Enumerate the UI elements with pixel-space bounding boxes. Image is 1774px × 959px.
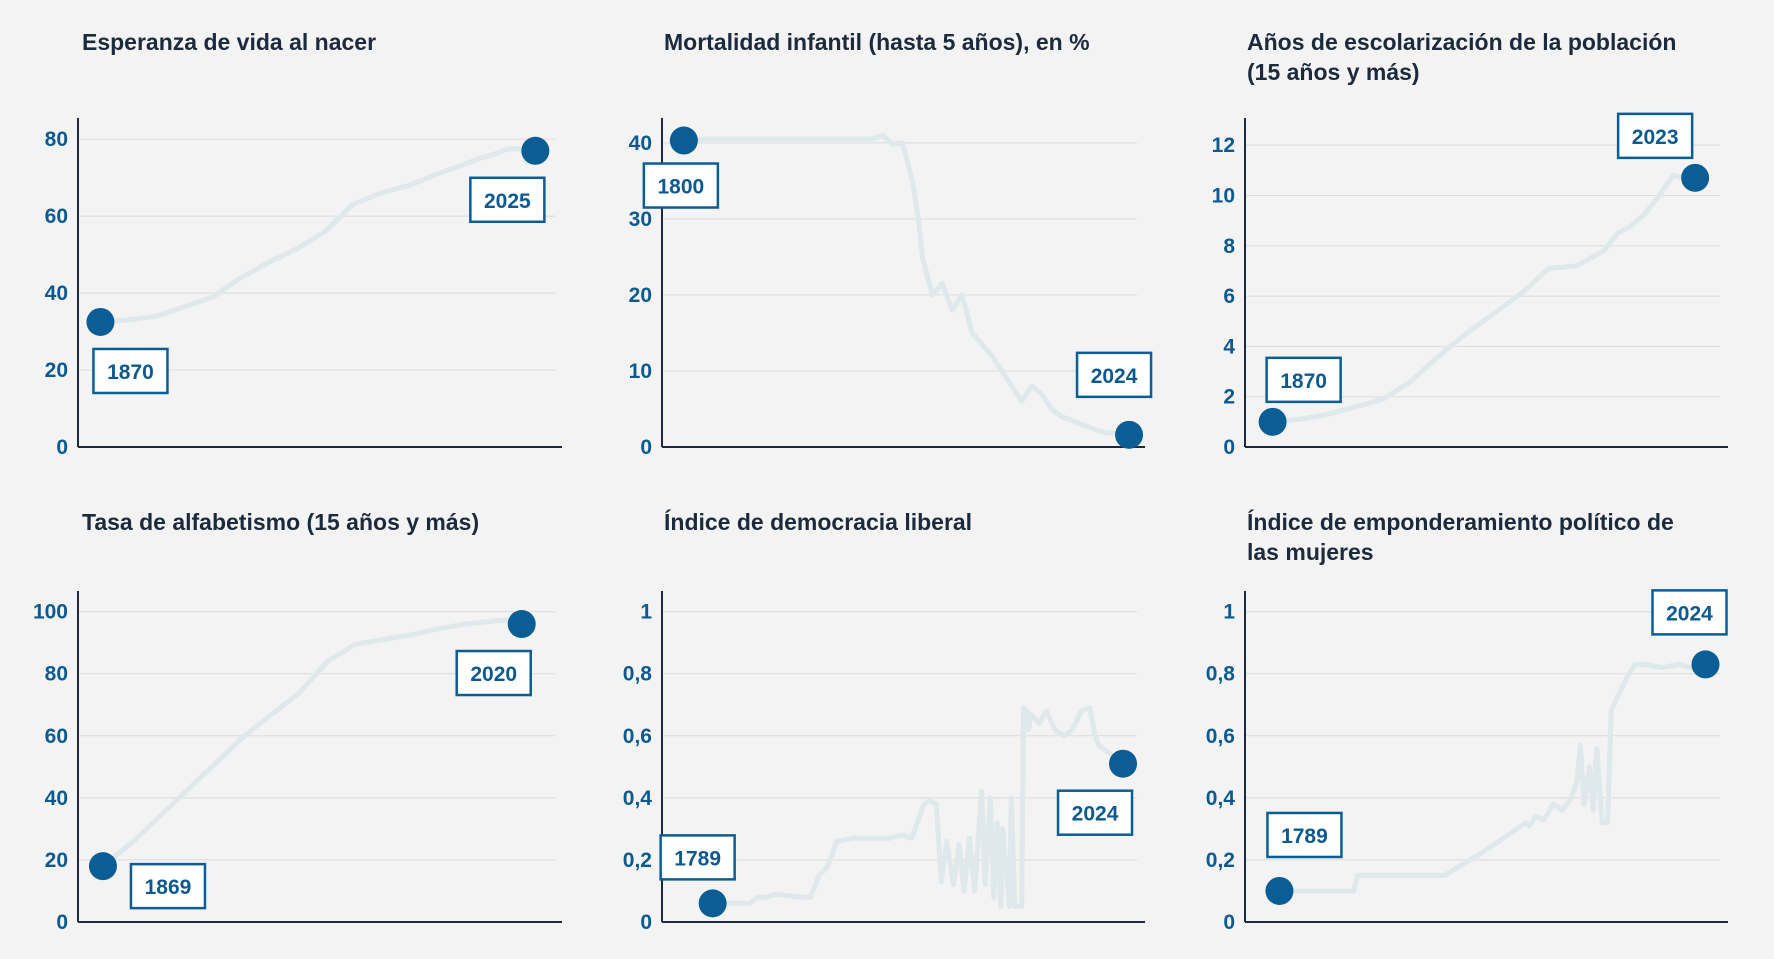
y-tick-label: 0 bbox=[56, 436, 68, 459]
start-year-box bbox=[659, 834, 736, 881]
end-year-label: 2023 bbox=[1632, 126, 1679, 149]
end-point-marker bbox=[507, 610, 536, 639]
end-year-box bbox=[1075, 351, 1153, 399]
start-year-box bbox=[1265, 356, 1342, 404]
y-tick-label: 12 bbox=[1212, 134, 1235, 157]
series-line bbox=[100, 616, 525, 869]
end-year-label: 2024 bbox=[1666, 602, 1713, 625]
start-point-marker bbox=[1258, 407, 1287, 436]
chart-panel-2: Mortalidad infantil (hasta 5 años), en %… bbox=[629, 29, 1153, 459]
y-tick-label: 60 bbox=[45, 725, 68, 748]
end-year-label: 2020 bbox=[470, 663, 517, 686]
start-year-label: 1789 bbox=[1281, 825, 1328, 848]
end-year-box bbox=[455, 649, 532, 697]
y-tick-label: 0 bbox=[1223, 911, 1235, 934]
y-tick-label: 1 bbox=[1223, 601, 1235, 624]
y-tick-label: 20 bbox=[45, 359, 68, 382]
y-tick-label: 1 bbox=[640, 601, 652, 624]
start-year-box bbox=[642, 162, 720, 209]
start-year-label: 1800 bbox=[658, 176, 705, 199]
start-year-box bbox=[92, 347, 169, 395]
start-year-label: 1869 bbox=[145, 876, 192, 899]
series-line bbox=[1276, 661, 1708, 894]
chart-panel-4: Tasa de alfabetismo (15 años y más) 0 20 40… bbox=[33, 509, 562, 934]
y-tick-label: 40 bbox=[45, 282, 68, 305]
y-tick-label: 100 bbox=[33, 601, 68, 624]
start-point-marker bbox=[88, 852, 117, 881]
end-year-label: 2024 bbox=[1091, 365, 1138, 388]
y-tick-label: 0 bbox=[56, 911, 68, 934]
y-tick-label: 0,8 bbox=[623, 663, 653, 686]
end-point-marker bbox=[1691, 650, 1720, 679]
start-year-box bbox=[129, 862, 207, 910]
y-tick-label: 40 bbox=[629, 132, 652, 155]
y-tick-label: 40 bbox=[45, 787, 68, 810]
y-tick-label: 0,6 bbox=[623, 725, 652, 748]
chart-panel-6: Índice de emponderamiento político de las… bbox=[1206, 508, 1728, 934]
series-line bbox=[681, 132, 1132, 439]
y-tick-label: 0,8 bbox=[1206, 663, 1236, 686]
y-tick-label: 0 bbox=[1223, 436, 1235, 459]
chart-title: Años de escolarización de la población bbox=[1247, 29, 1676, 55]
start-point-marker bbox=[1265, 876, 1294, 905]
y-tick-label: 0 bbox=[640, 911, 652, 934]
end-point-marker bbox=[521, 136, 550, 165]
series-line bbox=[97, 146, 538, 325]
end-year-box bbox=[469, 176, 546, 224]
y-tick-label: 0,2 bbox=[1206, 849, 1235, 872]
y-tick-label: 0,4 bbox=[623, 787, 653, 810]
start-year-label: 1870 bbox=[1280, 370, 1327, 393]
end-point-marker bbox=[1681, 163, 1710, 192]
y-tick-label: 10 bbox=[629, 360, 652, 383]
y-tick-label: 2 bbox=[1223, 386, 1235, 409]
y-tick-label: 30 bbox=[629, 208, 652, 231]
chart-title: Índice de emponderamiento político de bbox=[1247, 508, 1674, 535]
start-year-box bbox=[1266, 811, 1343, 859]
y-tick-label: 8 bbox=[1223, 235, 1235, 258]
start-year-label: 1870 bbox=[107, 361, 154, 384]
y-tick-label: 20 bbox=[629, 284, 652, 307]
y-tick-label: 80 bbox=[45, 663, 68, 686]
start-year-label: 1789 bbox=[674, 847, 721, 870]
end-year-label: 2025 bbox=[484, 190, 531, 213]
chart-title: Tasa de alfabetismo (15 años y más) bbox=[82, 509, 479, 535]
chart-title: Mortalidad infantil (hasta 5 años), en % bbox=[664, 29, 1090, 55]
series-line bbox=[710, 705, 1126, 909]
end-point-marker bbox=[1115, 420, 1144, 449]
chart-title: las mujeres bbox=[1247, 539, 1374, 565]
chart-title: (15 años y más) bbox=[1247, 59, 1420, 85]
y-tick-label: 20 bbox=[45, 849, 68, 872]
y-tick-label: 0 bbox=[640, 436, 652, 459]
start-point-marker bbox=[86, 307, 115, 336]
chart-title: Esperanza de vida al nacer bbox=[82, 29, 376, 55]
end-year-box bbox=[1056, 789, 1134, 836]
chart-panel-5: Índice de democracia liberal 0 0,2 0,4 0,6 0,… bbox=[623, 508, 1145, 934]
y-tick-label: 60 bbox=[45, 205, 68, 228]
y-tick-label: 6 bbox=[1223, 285, 1235, 308]
end-year-box bbox=[1616, 112, 1694, 160]
y-tick-label: 10 bbox=[1212, 184, 1235, 207]
end-point-marker bbox=[1109, 749, 1138, 778]
series-line bbox=[1270, 172, 1698, 425]
end-year-label: 2024 bbox=[1072, 803, 1119, 826]
y-tick-label: 0,6 bbox=[1206, 725, 1235, 748]
chart-panel-1: Esperanza de vida al nacer 0 20 40 60 80 1870 2… bbox=[45, 29, 562, 459]
y-tick-label: 4 bbox=[1223, 335, 1235, 358]
y-tick-label: 0,2 bbox=[623, 849, 652, 872]
start-point-marker bbox=[669, 126, 698, 155]
chart-panel-3: Años de escolarización de la población (1… bbox=[1212, 29, 1728, 459]
y-tick-label: 0,4 bbox=[1206, 787, 1236, 810]
y-tick-label: 80 bbox=[45, 128, 68, 151]
start-point-marker bbox=[698, 889, 727, 918]
chart-title: Índice de democracia liberal bbox=[664, 508, 972, 535]
end-year-box bbox=[1651, 589, 1728, 636]
